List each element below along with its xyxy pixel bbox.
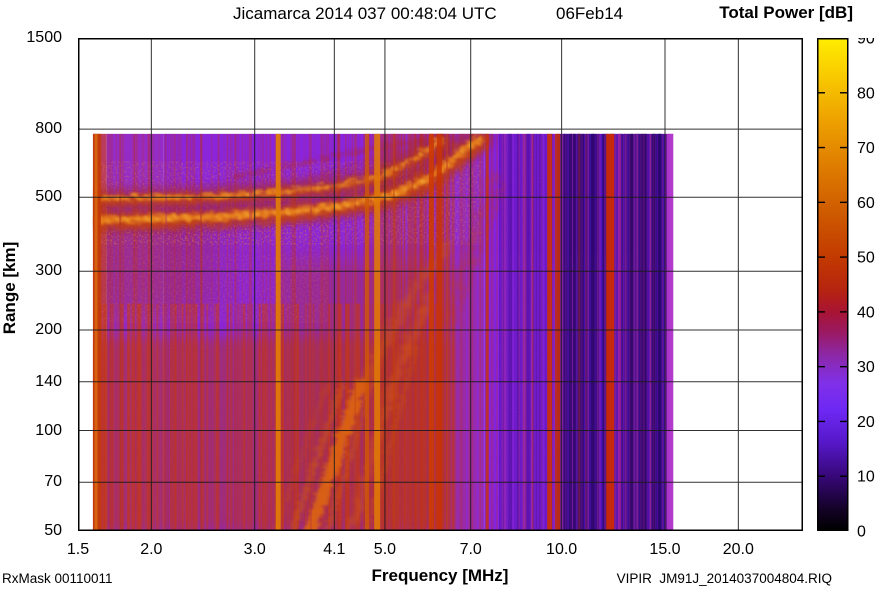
colorbar-tick-label: 10 xyxy=(857,469,875,486)
colorbar-title: Total Power [dB] xyxy=(719,3,853,22)
colorbar-tick-label: 0 xyxy=(857,524,866,541)
file-annotation: VIPIR JM91J_2014037004804.RIQ xyxy=(616,571,832,586)
colorbar-svg: 0 10 20 30 40 50 60 70 80 90 xyxy=(817,31,875,541)
rfi-stripes xyxy=(92,133,674,531)
colorbar-tick-label: 50 xyxy=(857,250,875,267)
page-date: 06Feb14 xyxy=(556,4,624,23)
x-tick-label: 10.0 xyxy=(546,541,578,558)
x-tick-label: 15.0 xyxy=(649,541,681,558)
colorbar-tick-label: 40 xyxy=(857,304,875,321)
colorbar-tick-label: 70 xyxy=(857,140,875,157)
y-tick-label: 500 xyxy=(35,188,62,206)
y-tick-label: 1500 xyxy=(26,29,62,46)
page-title: Jicamarca 2014 037 00:48:04 UTC xyxy=(233,4,497,23)
colorbar-gradient xyxy=(817,38,849,531)
y-tick-label: 140 xyxy=(35,372,62,390)
y-tick-label: 50 xyxy=(44,522,62,539)
rxmask-annotation: RxMask 00110011 xyxy=(2,571,113,586)
heatmap-data xyxy=(92,133,674,531)
y-tick-label: 200 xyxy=(35,321,62,339)
colorbar: 0 10 20 30 40 50 60 70 80 90 xyxy=(817,31,884,543)
colorbar-tick-label: 80 xyxy=(857,85,875,102)
y-tick-label: 800 xyxy=(35,120,62,138)
colorbar-ticks xyxy=(818,92,847,477)
x-tick-label: 20.0 xyxy=(722,541,754,558)
colorbar-tick-label: 30 xyxy=(857,359,875,376)
plot-area xyxy=(78,38,803,531)
y-tick-label: 300 xyxy=(35,262,62,280)
ionogram-svg xyxy=(78,38,803,531)
colorbar-tick-label: 20 xyxy=(857,414,875,431)
x-axis-title: Frequency [MHz] xyxy=(371,566,509,585)
x-tick-label: 1.5 xyxy=(66,541,90,558)
x-tick-label: 7.0 xyxy=(459,541,482,558)
y-tick-label: 100 xyxy=(35,421,62,439)
x-tick-label: 2.0 xyxy=(140,541,163,558)
x-tick-label: 5.0 xyxy=(373,541,397,558)
plot-border xyxy=(78,38,803,531)
echo-trace xyxy=(92,133,449,205)
grid-lines xyxy=(78,38,803,531)
x-tick-label: 3.0 xyxy=(243,541,266,558)
colorbar-tick-label: 60 xyxy=(857,195,875,212)
y-tick-label: 70 xyxy=(44,473,62,491)
x-tick-label: 4.1 xyxy=(323,541,346,558)
colorbar-tick-label: 90 xyxy=(857,38,875,48)
